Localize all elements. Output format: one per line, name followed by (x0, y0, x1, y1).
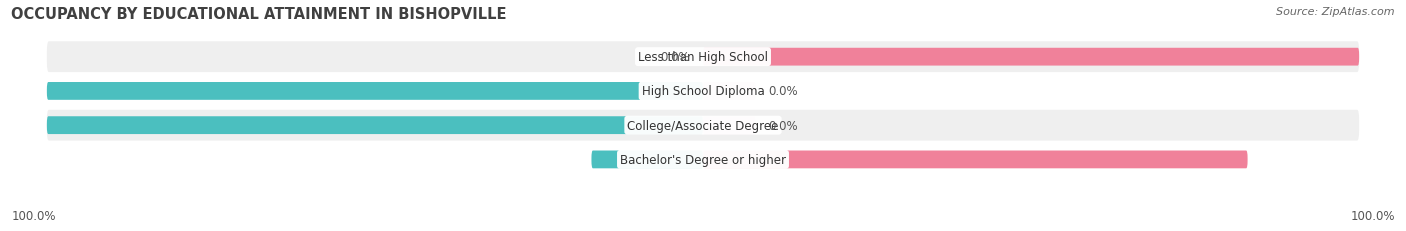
FancyBboxPatch shape (703, 49, 1360, 66)
Text: 0.0%: 0.0% (769, 85, 799, 98)
FancyBboxPatch shape (46, 76, 1360, 107)
Text: 100.0%: 100.0% (11, 209, 56, 222)
Text: College/Associate Degree: College/Associate Degree (627, 119, 779, 132)
Text: 83.0%: 83.0% (1257, 153, 1295, 166)
FancyBboxPatch shape (46, 110, 1360, 141)
Text: 100.0%: 100.0% (0, 119, 37, 132)
Text: 100.0%: 100.0% (1369, 51, 1406, 64)
FancyBboxPatch shape (46, 42, 1360, 73)
Text: High School Diploma: High School Diploma (641, 85, 765, 98)
FancyBboxPatch shape (46, 83, 703, 100)
FancyBboxPatch shape (46, 144, 1360, 175)
Text: 100.0%: 100.0% (1350, 209, 1395, 222)
Text: 100.0%: 100.0% (0, 85, 37, 98)
Text: Bachelor's Degree or higher: Bachelor's Degree or higher (620, 153, 786, 166)
FancyBboxPatch shape (703, 151, 1247, 169)
FancyBboxPatch shape (703, 117, 755, 134)
Text: Less than High School: Less than High School (638, 51, 768, 64)
Text: 17.0%: 17.0% (544, 153, 582, 166)
FancyBboxPatch shape (592, 151, 703, 169)
FancyBboxPatch shape (703, 83, 755, 100)
Text: 0.0%: 0.0% (661, 51, 690, 64)
FancyBboxPatch shape (46, 117, 703, 134)
Text: 0.0%: 0.0% (769, 119, 799, 132)
Text: Source: ZipAtlas.com: Source: ZipAtlas.com (1277, 7, 1395, 17)
Text: OCCUPANCY BY EDUCATIONAL ATTAINMENT IN BISHOPVILLE: OCCUPANCY BY EDUCATIONAL ATTAINMENT IN B… (11, 7, 506, 22)
